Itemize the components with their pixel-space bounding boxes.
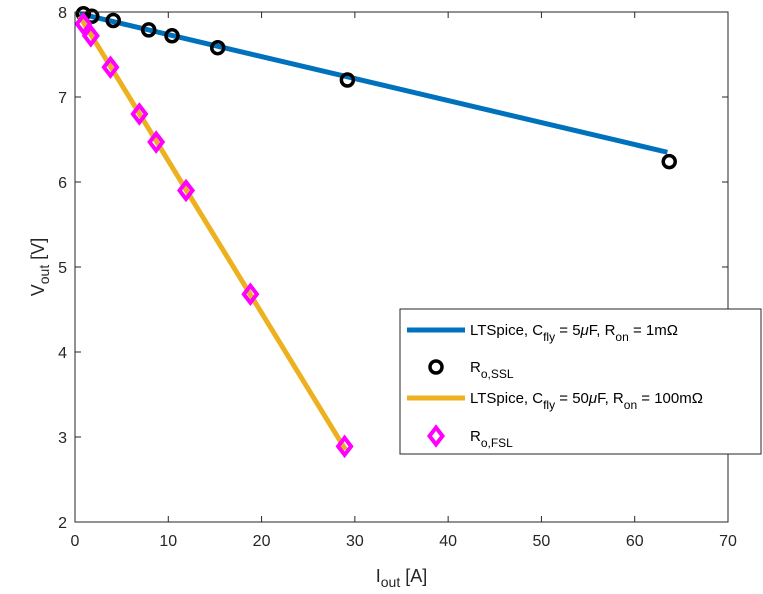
legend-box	[399, 308, 762, 455]
series-line-2	[77, 14, 348, 452]
x-tick-label: 50	[533, 533, 551, 550]
x-tick-label: 10	[159, 533, 177, 550]
legend-entry-label: Ro,FSL	[470, 428, 513, 450]
legend-circle-swatch	[428, 359, 444, 375]
y-axis-label: Vout [V]	[28, 238, 52, 297]
series-point-ssl	[164, 28, 180, 44]
x-tick-label: 20	[253, 533, 271, 550]
x-axis-label: Iout [A]	[376, 566, 428, 590]
series-point-ssl	[209, 39, 226, 56]
series-point-fsl	[241, 282, 260, 306]
legend: LTSpice, Cfly = 5μF, Ron = 1mΩ Ro,SSL LTSp…	[399, 308, 762, 455]
series-point-ssl	[140, 22, 157, 38]
y-tick-label: 2	[58, 515, 67, 532]
series-point-ssl	[105, 12, 121, 29]
axes: 0 10 20 30 40 50 60 70 2 3 4 5 6 7 8 Iout [A] Vout [V]	[28, 5, 737, 590]
x-tick-label: 0	[71, 533, 80, 550]
y-tick-label: 5	[58, 260, 67, 277]
x-tick-label: 70	[719, 533, 737, 550]
legend-diamond-swatch	[426, 424, 446, 448]
y-tick-label: 6	[58, 175, 67, 192]
legend-entry-label: Ro,SSL	[470, 359, 514, 381]
x-tick-label: 40	[439, 533, 457, 550]
legend-entry-label: LTSpice, Cfly = 50μF, Ron = 100mΩ	[470, 390, 703, 412]
legend-entry-label: LTSpice, Cfly = 5μF, Ron = 1mΩ	[470, 322, 678, 344]
series-point-fsl	[101, 55, 120, 80]
series-point-fsl	[176, 178, 196, 203]
x-tick-label: 30	[346, 533, 364, 550]
plot-area	[74, 5, 677, 459]
y-tick-label: 3	[58, 430, 67, 447]
series-point-ssl	[661, 153, 677, 170]
y-tick-label: 4	[58, 345, 67, 362]
series-point-fsl	[81, 24, 100, 48]
x-tick-label: 60	[626, 533, 644, 550]
series-point-fsl	[74, 12, 93, 36]
y-tick-label: 8	[58, 5, 67, 22]
series-point-fsl	[130, 102, 149, 126]
series-point-fsl	[335, 434, 354, 459]
series-point-fsl	[147, 130, 166, 154]
series-point-ssl	[339, 72, 356, 88]
y-tick-label: 7	[58, 90, 67, 107]
